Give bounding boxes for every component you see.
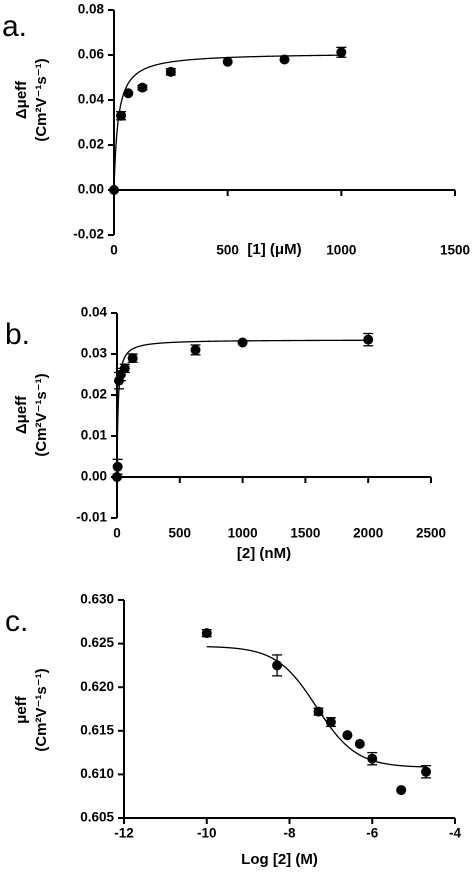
- y-tick-label: 0.08: [78, 2, 105, 17]
- y-tick-label: 0.605: [80, 810, 114, 825]
- fit-curve: [113, 54, 342, 190]
- data-point: [336, 47, 347, 58]
- fit-curve: [116, 339, 369, 477]
- data-point: [279, 54, 290, 65]
- x-tick-label: 2500: [416, 526, 446, 541]
- x-tick-label: 1000: [228, 526, 258, 541]
- y-tick-label: 0.615: [80, 722, 114, 737]
- x-tick-label: 0: [110, 243, 118, 258]
- x-axis-label: [2] (nM): [237, 545, 291, 562]
- data-point: [272, 660, 283, 671]
- x-axis-label: Log [2] (M): [241, 851, 318, 868]
- y-axis-label: Δμeff (Cm²V⁻¹s⁻¹): [13, 373, 50, 456]
- y-axis-label-quantity: Δμeff: [13, 395, 30, 434]
- data-point: [116, 110, 127, 121]
- y-axis-label: μeff (Cm²V⁻¹s⁻¹): [13, 668, 50, 751]
- data-point: [123, 88, 134, 99]
- y-tick-label: 0.04: [81, 305, 108, 320]
- x-axis-label: [1] (μM): [247, 241, 301, 258]
- data-point: [237, 337, 248, 348]
- y-axis-label-quantity: μeff: [13, 695, 30, 724]
- data-point: [119, 363, 130, 374]
- panel-letter: a.: [2, 10, 27, 43]
- x-tick-label: 0: [113, 526, 121, 541]
- y-axis-label-quantity: Δμeff: [13, 80, 30, 119]
- data-point: [421, 766, 432, 777]
- x-tick-label: 500: [169, 526, 192, 541]
- x-tick-label: -6: [366, 826, 378, 841]
- data-point: [354, 738, 365, 749]
- y-tick-label: 0.01: [81, 428, 108, 443]
- x-tick-label: -4: [449, 826, 461, 841]
- y-tick-label: 0.610: [80, 766, 114, 781]
- data-point: [313, 706, 324, 717]
- data-point: [109, 185, 119, 195]
- y-tick-label: -0.01: [76, 510, 107, 525]
- x-tick-label: 1000: [326, 243, 356, 258]
- y-tick-label: 0.625: [80, 635, 114, 650]
- data-point: [112, 461, 123, 472]
- x-tick-label: -10: [197, 826, 217, 841]
- data-point: [222, 56, 233, 67]
- data-point: [127, 353, 138, 364]
- y-axis-label-units: (Cm²V⁻¹s⁻¹): [33, 58, 50, 141]
- data-point: [342, 730, 353, 741]
- data-point: [165, 66, 176, 77]
- data-point: [367, 753, 378, 764]
- fit-curve: [206, 646, 427, 768]
- x-tick-label: 1500: [290, 526, 320, 541]
- x-tick-label: -12: [114, 826, 134, 841]
- chart-panel-1: b. -0.01 0.00 0.01 0.02 0.03 0.04 0 500 1000 1500 2…: [5, 305, 446, 562]
- y-tick-label: 0.04: [78, 92, 105, 107]
- chart-panel-0: a. -0.02 0.00 0.02 0.04 0.06 0.08 0 500 1000 1500 […: [2, 2, 470, 258]
- y-tick-label: -0.02: [73, 227, 104, 242]
- y-tick-label: 0.630: [80, 592, 114, 607]
- data-point: [137, 82, 148, 93]
- x-tick-label: 500: [216, 243, 239, 258]
- data-point: [396, 785, 407, 796]
- data-point: [325, 717, 336, 728]
- y-axis-label-units: (Cm²V⁻¹s⁻¹): [33, 373, 50, 456]
- chart-panel-2: c. 0.605 0.610 0.615 0.620 0.625 0.630 -12 -10 -8…: [5, 592, 461, 868]
- panel-letter: b.: [5, 318, 30, 351]
- y-tick-label: 0.03: [81, 346, 108, 361]
- y-tick-label: 0.00: [78, 182, 104, 197]
- x-tick-label: -8: [283, 826, 295, 841]
- y-axis-label: Δμeff (Cm²V⁻¹s⁻¹): [13, 58, 50, 141]
- y-tick-label: 0.06: [78, 47, 105, 62]
- panel-letter: c.: [5, 605, 28, 638]
- data-point: [201, 628, 212, 639]
- x-tick-label: 2000: [353, 526, 383, 541]
- y-axis-label-units: (Cm²V⁻¹s⁻¹): [33, 668, 50, 751]
- data-point: [190, 344, 201, 355]
- y-tick-label: 0.00: [81, 469, 107, 484]
- y-tick-label: 0.02: [81, 387, 107, 402]
- data-point: [363, 334, 374, 345]
- y-tick-label: 0.02: [78, 137, 104, 152]
- y-tick-label: 0.620: [80, 679, 114, 694]
- x-tick-label: 1500: [440, 243, 470, 258]
